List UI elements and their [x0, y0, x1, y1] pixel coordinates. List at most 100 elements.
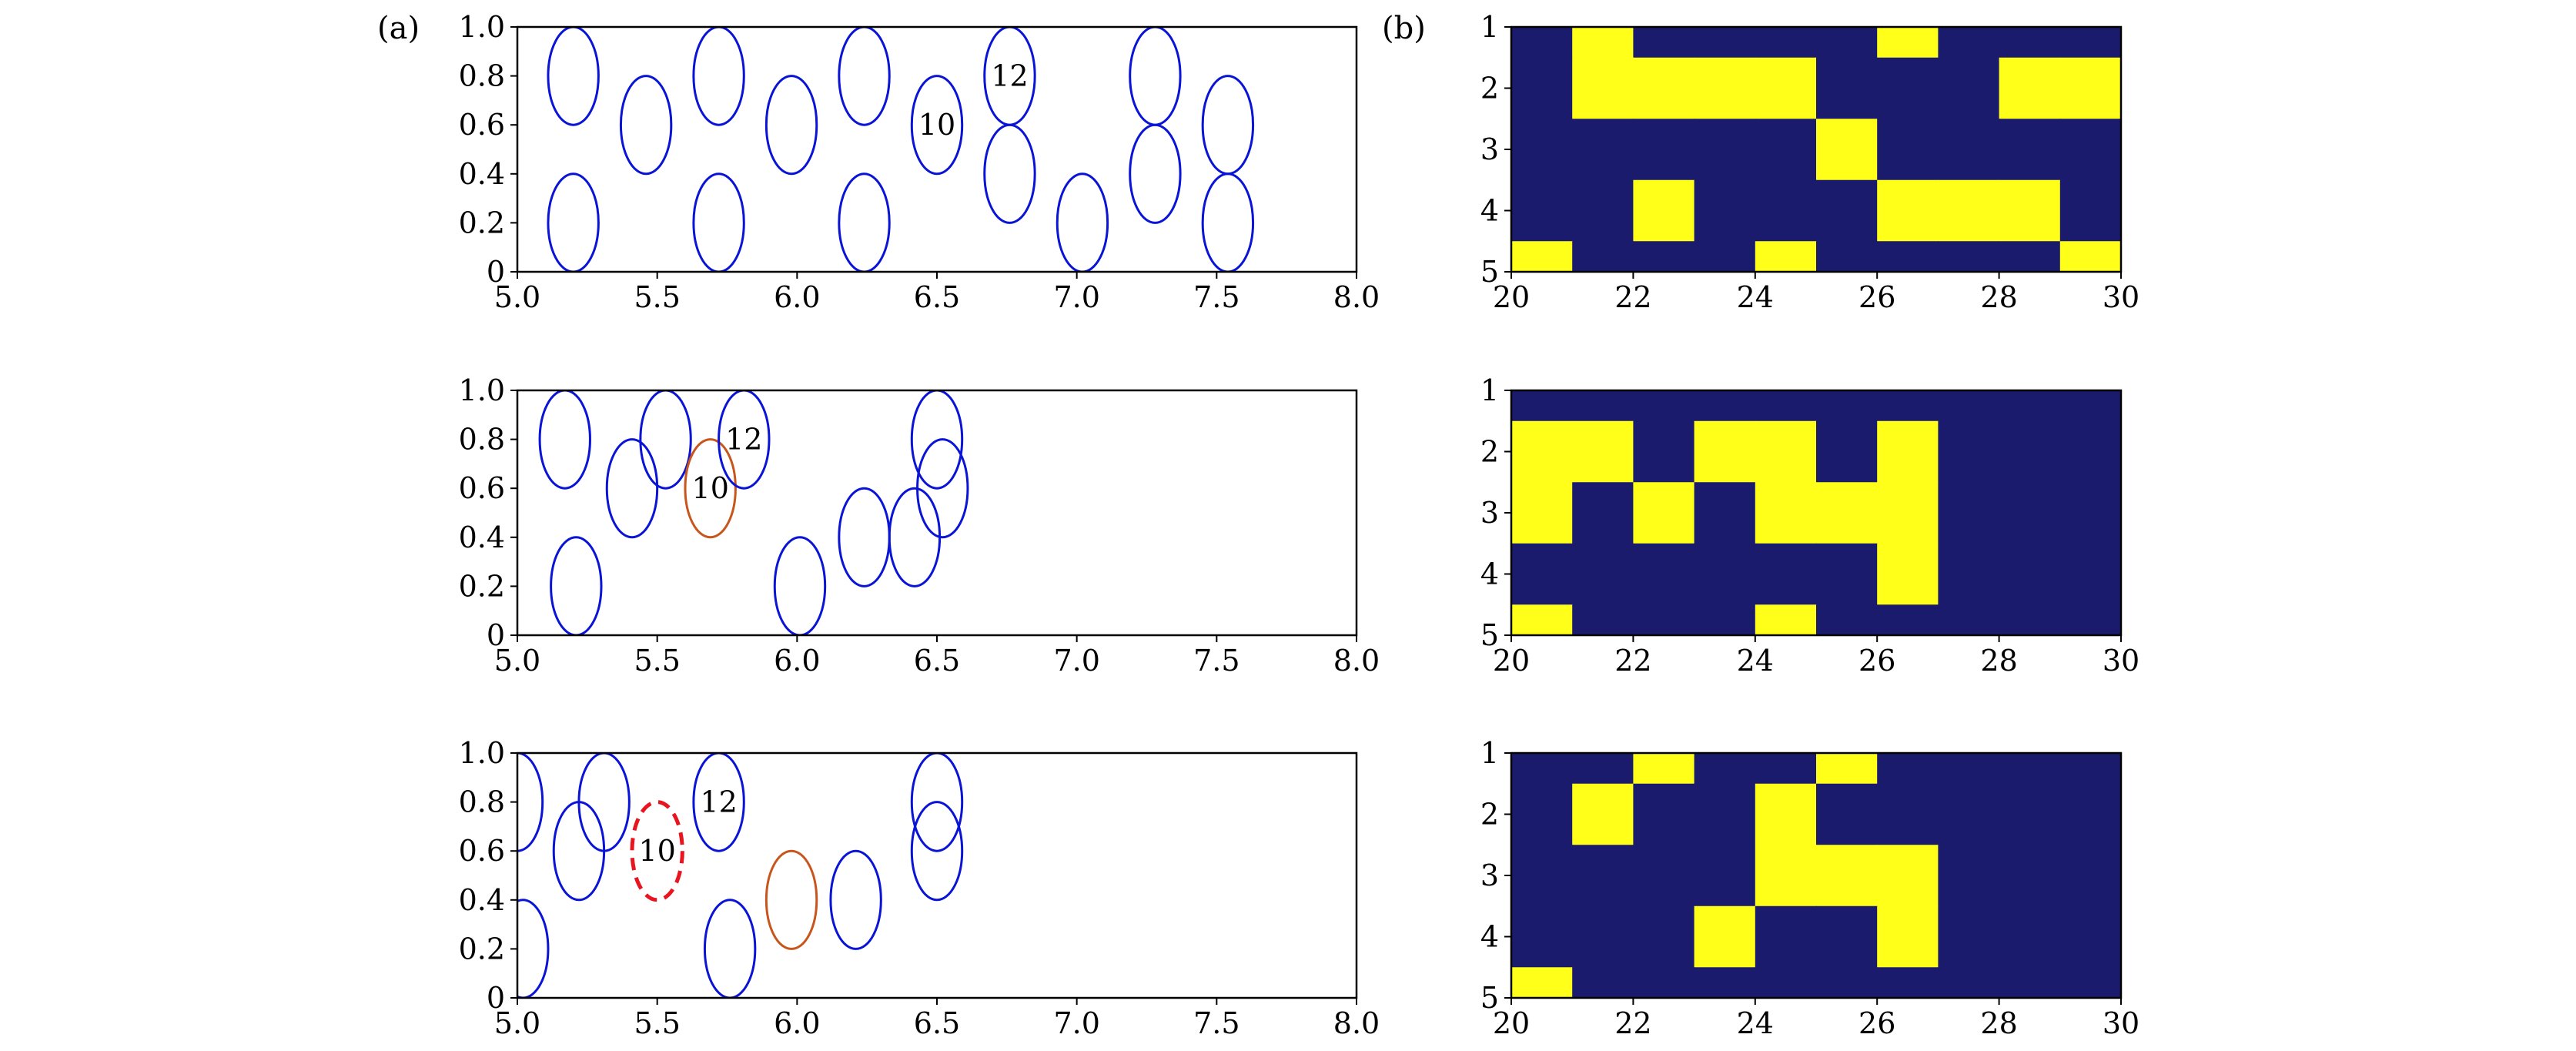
- x-tick-label: 5.5: [634, 1006, 680, 1040]
- cell-on: [1877, 451, 1939, 483]
- ellipse-blue: [910, 390, 964, 490]
- cell-on: [1755, 57, 1817, 89]
- cell-off: [1877, 814, 1939, 845]
- cell-off: [1633, 783, 1695, 815]
- cell-off: [1816, 783, 1878, 815]
- cell-off: [1938, 905, 2000, 938]
- ellipse-blue: [538, 390, 591, 490]
- x-tick-label: 22: [1614, 280, 1651, 314]
- cell-off: [1633, 390, 1695, 422]
- cell-on: [1633, 57, 1695, 89]
- ellipse-group: [547, 27, 1255, 272]
- cell-off: [1694, 753, 1756, 785]
- y-tick-label: 0.2: [459, 569, 505, 603]
- cell-off: [1694, 241, 1756, 273]
- cell-off: [1816, 604, 1878, 636]
- ellipse-blue: [838, 172, 891, 272]
- x-tick-label: 20: [1493, 1006, 1530, 1040]
- cell-off: [1999, 574, 2061, 605]
- ellipse-blue: [692, 172, 745, 272]
- y-tick-label: 4: [1480, 194, 1499, 228]
- cell-on: [1755, 482, 1817, 514]
- cell-off: [1938, 482, 2000, 514]
- y-tick-label: 0.8: [459, 423, 505, 457]
- y-tick-label: 3: [1480, 859, 1499, 892]
- ellipse-blue: [547, 172, 600, 272]
- cell-off: [1816, 27, 1878, 59]
- cell-off: [1999, 905, 2061, 938]
- cell-off: [1694, 149, 1756, 181]
- cell-on: [1999, 179, 2061, 212]
- cell-off: [1816, 420, 1878, 453]
- cell-off: [1633, 451, 1695, 483]
- cell-on: [1633, 482, 1695, 514]
- cell-off: [2059, 845, 2122, 876]
- y-tick-label: 5: [1480, 981, 1499, 1015]
- cell-off: [1938, 967, 2000, 999]
- cell-off: [1938, 451, 2000, 483]
- cell-on: [1633, 210, 1695, 242]
- cell-off: [2059, 753, 2122, 785]
- y-tick-label: 5: [1480, 255, 1499, 289]
- cell-off: [1511, 179, 1573, 212]
- cell-off: [1755, 936, 1817, 968]
- cell-on: [1633, 753, 1695, 785]
- cell-off: [1999, 27, 2061, 59]
- cell-off: [1511, 783, 1573, 815]
- x-tick-label: 8.0: [1333, 280, 1380, 314]
- cell-off: [1511, 27, 1573, 59]
- cell-off: [1877, 119, 1939, 150]
- cell-off: [1877, 88, 1939, 119]
- cell-off: [2059, 420, 2122, 453]
- x-tick-label: 6.5: [914, 1006, 960, 1040]
- y-tick-label: 1.0: [459, 373, 505, 407]
- cell-off: [1511, 845, 1573, 876]
- cell-off: [1511, 210, 1573, 242]
- cell-on: [1999, 57, 2061, 89]
- x-tick-label: 7.5: [1193, 644, 1239, 678]
- cell-off: [1572, 149, 1634, 181]
- cell-off: [2059, 604, 2122, 636]
- cell-on: [1877, 905, 1939, 938]
- cell-on: [1755, 845, 1817, 876]
- cell-on: [1572, 451, 1634, 483]
- cell-on: [1755, 783, 1817, 815]
- ellipse-blue: [547, 27, 600, 126]
- ellipse-label: 12: [725, 423, 762, 457]
- cell-off: [2059, 149, 2122, 181]
- cell-on: [1572, 57, 1634, 89]
- cell-off: [1633, 905, 1695, 938]
- cell-on: [1755, 88, 1817, 119]
- cell-off: [1511, 574, 1573, 605]
- cell-off: [1938, 513, 2000, 544]
- cell-on: [1999, 210, 2061, 242]
- heatmap-panel-b1: 20 22 24 26 28 30 1 2 3 4 5: [1480, 10, 2139, 314]
- cell-off: [1633, 241, 1695, 273]
- cell-off: [1633, 936, 1695, 968]
- cell-on: [1816, 119, 1878, 150]
- cell-off: [1816, 179, 1878, 212]
- ellipse-blue: [910, 801, 964, 902]
- cell-off: [1999, 119, 2061, 150]
- cell-off: [1816, 390, 1878, 422]
- cell-on: [1694, 905, 1756, 938]
- cell-off: [1999, 967, 2061, 999]
- cell-on: [1877, 420, 1939, 453]
- cell-off: [2059, 814, 2122, 845]
- cell-on: [1877, 936, 1939, 968]
- cell-off: [1633, 119, 1695, 150]
- ellipse-label: 12: [991, 59, 1028, 93]
- ellipse-orange: [764, 849, 818, 950]
- y-tick-label: 0.4: [459, 883, 505, 917]
- cell-on: [1816, 149, 1878, 181]
- cell-off: [1938, 241, 2000, 273]
- ellipse-blue: [639, 390, 692, 490]
- cell-off: [1511, 936, 1573, 968]
- cell-on: [1511, 513, 1573, 544]
- cell-on: [1877, 543, 1939, 575]
- axes-frame: [516, 25, 1358, 273]
- cell-off: [1572, 543, 1634, 575]
- cell-off: [2059, 119, 2122, 150]
- cell-off: [2059, 482, 2122, 514]
- ellipse-blue: [773, 536, 827, 635]
